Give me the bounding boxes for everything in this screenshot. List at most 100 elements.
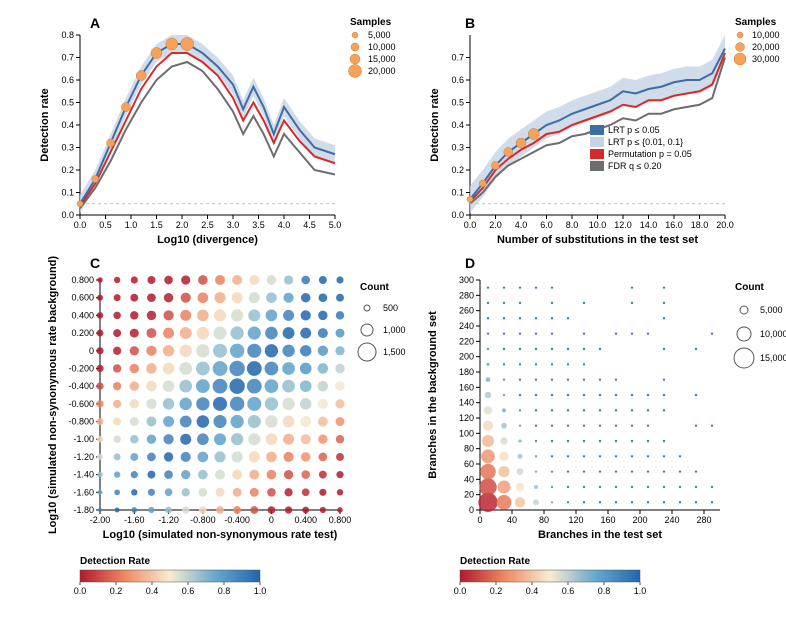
svg-text:0.8: 0.8 bbox=[61, 30, 74, 40]
svg-text:0.0: 0.0 bbox=[454, 586, 467, 596]
svg-text:200: 200 bbox=[459, 352, 474, 362]
svg-text:0.3: 0.3 bbox=[451, 143, 464, 153]
svg-text:0.6: 0.6 bbox=[61, 75, 74, 85]
svg-text:-1.00: -1.00 bbox=[73, 434, 94, 444]
svg-text:Samples: Samples bbox=[735, 17, 777, 28]
svg-text:160: 160 bbox=[459, 382, 474, 392]
panel-label: A bbox=[90, 15, 100, 31]
svg-text:Detection Rate: Detection Rate bbox=[460, 556, 530, 567]
svg-text:240: 240 bbox=[664, 515, 679, 525]
figure-svg: ABCD0.00.51.01.52.02.53.03.54.04.55.00.0… bbox=[10, 10, 786, 622]
svg-text:200: 200 bbox=[632, 515, 647, 525]
svg-text:0.4: 0.4 bbox=[451, 120, 464, 130]
svg-text:-0.400: -0.400 bbox=[68, 381, 94, 391]
svg-text:1.0: 1.0 bbox=[634, 586, 647, 596]
panel-label: B bbox=[465, 15, 475, 31]
svg-text:0.8: 0.8 bbox=[598, 586, 611, 596]
svg-text:5.0: 5.0 bbox=[329, 220, 342, 230]
svg-text:FDR q ≤ 0.20: FDR q ≤ 0.20 bbox=[608, 161, 661, 171]
svg-text:0: 0 bbox=[89, 346, 94, 356]
svg-text:Log10 (simulated non-synonymou: Log10 (simulated non-synonymous rate tes… bbox=[103, 529, 338, 541]
svg-text:-1.20: -1.20 bbox=[158, 515, 179, 525]
svg-text:0.800: 0.800 bbox=[329, 515, 352, 525]
svg-text:12.0: 12.0 bbox=[614, 220, 632, 230]
svg-text:0.1: 0.1 bbox=[61, 188, 74, 198]
svg-text:260: 260 bbox=[459, 306, 474, 316]
svg-text:Permutation p = 0.05: Permutation p = 0.05 bbox=[608, 149, 692, 159]
svg-text:140: 140 bbox=[459, 398, 474, 408]
svg-text:Samples: Samples bbox=[350, 17, 392, 28]
svg-text:0.0: 0.0 bbox=[74, 220, 87, 230]
svg-text:80: 80 bbox=[464, 444, 474, 454]
svg-text:15,000: 15,000 bbox=[368, 54, 396, 64]
svg-text:1.5: 1.5 bbox=[150, 220, 163, 230]
svg-text:1.0: 1.0 bbox=[254, 586, 267, 596]
svg-text:240: 240 bbox=[459, 321, 474, 331]
svg-text:80: 80 bbox=[539, 515, 549, 525]
svg-text:Log10 (divergence): Log10 (divergence) bbox=[157, 234, 258, 246]
svg-text:2.0: 2.0 bbox=[176, 220, 189, 230]
svg-text:0.0: 0.0 bbox=[61, 210, 74, 220]
svg-text:0.5: 0.5 bbox=[451, 98, 464, 108]
svg-text:-0.800: -0.800 bbox=[68, 417, 94, 427]
svg-text:0.0: 0.0 bbox=[464, 220, 477, 230]
svg-text:-1.60: -1.60 bbox=[124, 515, 145, 525]
svg-text:0.6: 0.6 bbox=[451, 75, 464, 85]
svg-text:LRT p ≤ 0.05: LRT p ≤ 0.05 bbox=[608, 125, 660, 135]
svg-text:0.7: 0.7 bbox=[61, 53, 74, 63]
svg-text:Number of substitutions in the: Number of substitutions in the test set bbox=[497, 234, 698, 246]
svg-text:5,000: 5,000 bbox=[368, 30, 391, 40]
svg-text:20,000: 20,000 bbox=[752, 42, 780, 52]
svg-text:30,000: 30,000 bbox=[752, 54, 780, 64]
svg-text:8.0: 8.0 bbox=[566, 220, 579, 230]
svg-text:1,500: 1,500 bbox=[383, 347, 406, 357]
svg-text:0.3: 0.3 bbox=[61, 143, 74, 153]
svg-text:-0.800: -0.800 bbox=[190, 515, 216, 525]
svg-text:0.2: 0.2 bbox=[61, 165, 74, 175]
svg-text:-0.200: -0.200 bbox=[68, 363, 94, 373]
svg-text:-2.00: -2.00 bbox=[90, 515, 111, 525]
svg-text:5,000: 5,000 bbox=[760, 305, 783, 315]
svg-text:120: 120 bbox=[459, 413, 474, 423]
svg-text:LRT p ≤ {0.01, 0.1}: LRT p ≤ {0.01, 0.1} bbox=[608, 137, 683, 147]
svg-text:0: 0 bbox=[469, 505, 474, 515]
svg-text:4.0: 4.0 bbox=[515, 220, 528, 230]
svg-text:Detection Rate: Detection Rate bbox=[80, 556, 150, 567]
panel-label: C bbox=[90, 255, 100, 271]
svg-text:0: 0 bbox=[269, 515, 274, 525]
svg-text:Branches in the test set: Branches in the test set bbox=[538, 529, 662, 541]
svg-text:0.2: 0.2 bbox=[110, 586, 123, 596]
svg-text:0.1: 0.1 bbox=[451, 188, 464, 198]
svg-text:100: 100 bbox=[459, 428, 474, 438]
svg-text:6.0: 6.0 bbox=[540, 220, 553, 230]
svg-text:Detection rate: Detection rate bbox=[429, 88, 441, 161]
svg-text:2.0: 2.0 bbox=[489, 220, 502, 230]
svg-text:280: 280 bbox=[696, 515, 711, 525]
svg-text:0.7: 0.7 bbox=[451, 53, 464, 63]
svg-text:60: 60 bbox=[464, 459, 474, 469]
svg-text:0.2: 0.2 bbox=[451, 165, 464, 175]
svg-text:0.200: 0.200 bbox=[71, 328, 94, 338]
svg-text:0.400: 0.400 bbox=[294, 515, 317, 525]
svg-text:40: 40 bbox=[464, 474, 474, 484]
svg-text:0.8: 0.8 bbox=[218, 586, 231, 596]
svg-text:120: 120 bbox=[568, 515, 583, 525]
svg-text:20: 20 bbox=[464, 490, 474, 500]
svg-text:10,000: 10,000 bbox=[752, 30, 780, 40]
svg-text:0.2: 0.2 bbox=[490, 586, 503, 596]
svg-text:0: 0 bbox=[477, 515, 482, 525]
svg-text:300: 300 bbox=[459, 275, 474, 285]
svg-text:1.0: 1.0 bbox=[125, 220, 138, 230]
svg-text:20.0: 20.0 bbox=[716, 220, 734, 230]
svg-text:10.0: 10.0 bbox=[589, 220, 607, 230]
svg-text:220: 220 bbox=[459, 336, 474, 346]
svg-text:0.6: 0.6 bbox=[182, 586, 195, 596]
svg-text:-1.60: -1.60 bbox=[73, 487, 94, 497]
panel-label: D bbox=[465, 255, 475, 271]
svg-text:3.0: 3.0 bbox=[227, 220, 240, 230]
svg-text:4.5: 4.5 bbox=[303, 220, 316, 230]
svg-text:0.5: 0.5 bbox=[99, 220, 112, 230]
svg-text:0.600: 0.600 bbox=[71, 293, 94, 303]
svg-text:-1.40: -1.40 bbox=[73, 470, 94, 480]
svg-text:Branches in the background set: Branches in the background set bbox=[427, 311, 439, 479]
